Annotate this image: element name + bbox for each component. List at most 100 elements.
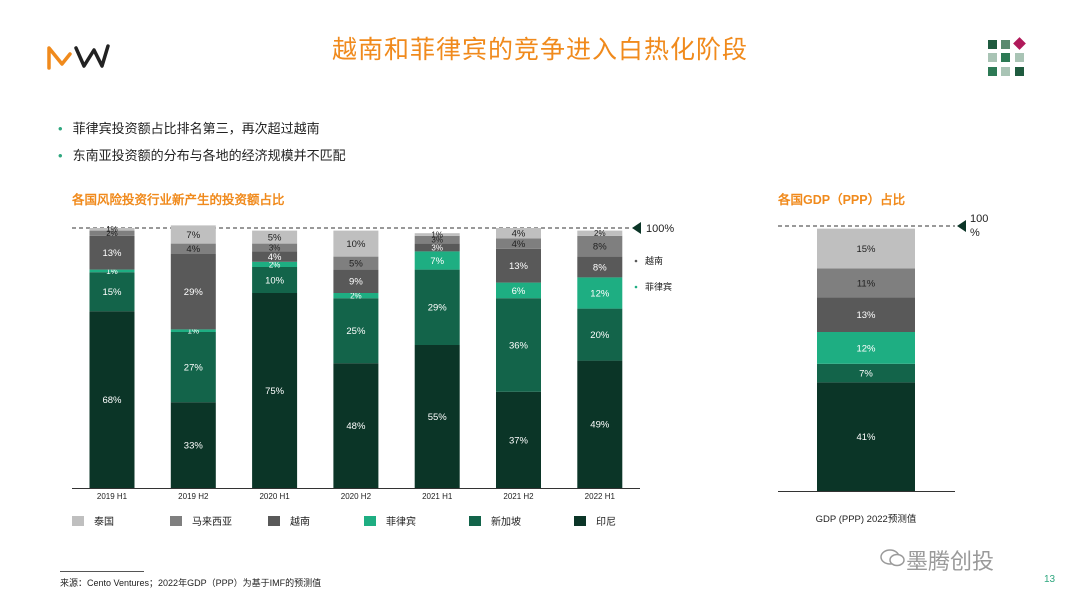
bar-segment [252,267,298,293]
bar-segment [89,272,135,312]
data-label: 7% [430,256,444,267]
bar-segment [496,391,541,488]
data-label: 2% [269,260,281,269]
data-label: 2% [106,229,118,238]
x-tick-label: 2022 H1 [585,492,616,501]
x-tick-label: 2020 H2 [341,492,372,501]
data-label: 5% [268,233,282,244]
legend-item-thailand: 泰国 [72,513,114,528]
reference-arrow-icon [632,222,641,234]
bullet-item: • 东南亚投资额的分布与各地的经济规模并不匹配 [58,148,346,163]
data-label: 33% [184,441,204,452]
data-label: 27% [184,363,204,374]
legend-item-singapore: 新加坡 [469,513,521,528]
data-label: 20% [590,330,610,341]
data-label: 12% [590,288,610,299]
legend-swatch [170,515,182,526]
data-label: 25% [346,326,366,337]
bar-segment [252,251,298,262]
decor-squares-icon [988,37,1028,80]
data-label: 3% [431,236,443,245]
wechat-icon [880,549,905,567]
reference-label: 100% [646,223,674,235]
data-label: 12% [856,343,876,354]
bar-segment [170,402,216,488]
legend-item-vietnam: 越南 [268,513,310,528]
bar-segment [496,298,541,392]
x-tick-label: 2021 H2 [503,492,534,501]
data-label: 13% [509,261,529,272]
bar-segment [170,332,216,403]
annotation-dot [634,259,638,263]
data-label: 49% [590,420,610,431]
bar-segment [333,363,379,488]
source-footnote: 来源：Cento Ventures；2022年GDP（PPP）为基于IMF的预测… [60,578,322,588]
data-label: 4% [186,244,200,255]
data-label: 6% [512,286,526,297]
data-label: 11% [857,278,876,289]
data-label: 1% [188,327,200,336]
data-label: 15% [856,244,876,255]
bar-segment [496,238,541,249]
bar-segment [89,269,135,273]
bar-segment [170,243,216,254]
bar-segment [817,382,915,491]
bar-segment [577,230,623,236]
bar-segment [333,269,379,293]
data-label: 36% [509,340,529,351]
reference-label: 100 [970,213,988,225]
bar-segment [496,228,541,239]
data-label: 1% [106,225,118,234]
data-label: 13% [102,248,122,259]
reference-arrow-icon [957,220,966,232]
vc-chart-title: 各国风险投资行业新产生的投资额占比 [72,193,285,207]
legend-swatch [469,515,481,526]
x-tick-label: 2019 H2 [178,492,209,501]
legend-item-indonesia: 印尼 [574,513,616,528]
company-logo [47,44,110,70]
bar-segment [333,298,379,364]
data-label: 7% [859,368,873,379]
bar-segment [89,235,135,270]
page-number: 13 [1044,574,1056,585]
data-label: 48% [346,421,366,432]
bar-segment [817,363,915,383]
bar-segment [414,233,460,236]
bar-segment [817,228,915,269]
annotation-vietnam: 越南 [645,255,663,266]
watermark-text: 墨腾创投 [906,549,995,574]
annotation-dot [634,285,638,289]
page-title: 越南和菲律宾的竞争进入白热化阶段 [331,36,748,64]
bar-segment [252,230,298,244]
bar-segment [333,293,379,299]
gdp-share-chart: 41% 7% 12% 13% 11% 15% 100% GDP (PPP) 2022预测值 [778,213,988,525]
bar-segment [333,256,379,270]
legend-item-philippines: 菲律宾 [364,513,416,528]
data-label: 8% [593,262,607,273]
legend-swatch [268,515,280,526]
x-tick-label: GDP (PPP) 2022预测值 [816,513,917,525]
bar-segment [170,254,216,330]
annotation-philippines: 菲律宾 [645,281,672,292]
bar-segment [414,243,460,252]
data-label: 29% [184,287,204,298]
legend-swatch [72,515,84,526]
x-tick-label: 2019 H1 [97,492,128,501]
bullet-list: • 菲律宾投资额占比排名第三，再次超过越南 • 东南亚投资额的分布与各地的经济规模并… [58,118,346,172]
bar-segment [577,256,623,278]
bar-segment [817,332,915,364]
bar-segment [414,345,460,488]
data-label: 9% [349,277,363,288]
bar-segment [496,248,541,283]
gdp-chart-title: 各国GDP（PPP）占比 [778,193,906,207]
bar-segment [89,311,135,488]
bar-segment [170,225,216,244]
data-label: 4% [268,252,282,263]
data-label: 41% [856,432,876,443]
data-label: 2% [350,291,362,300]
legend-item-malaysia: 马来西亚 [170,513,232,528]
data-label: 29% [428,303,448,314]
bar-segment [817,268,915,298]
data-label: 1% [431,230,443,239]
bar-segment [89,230,135,236]
